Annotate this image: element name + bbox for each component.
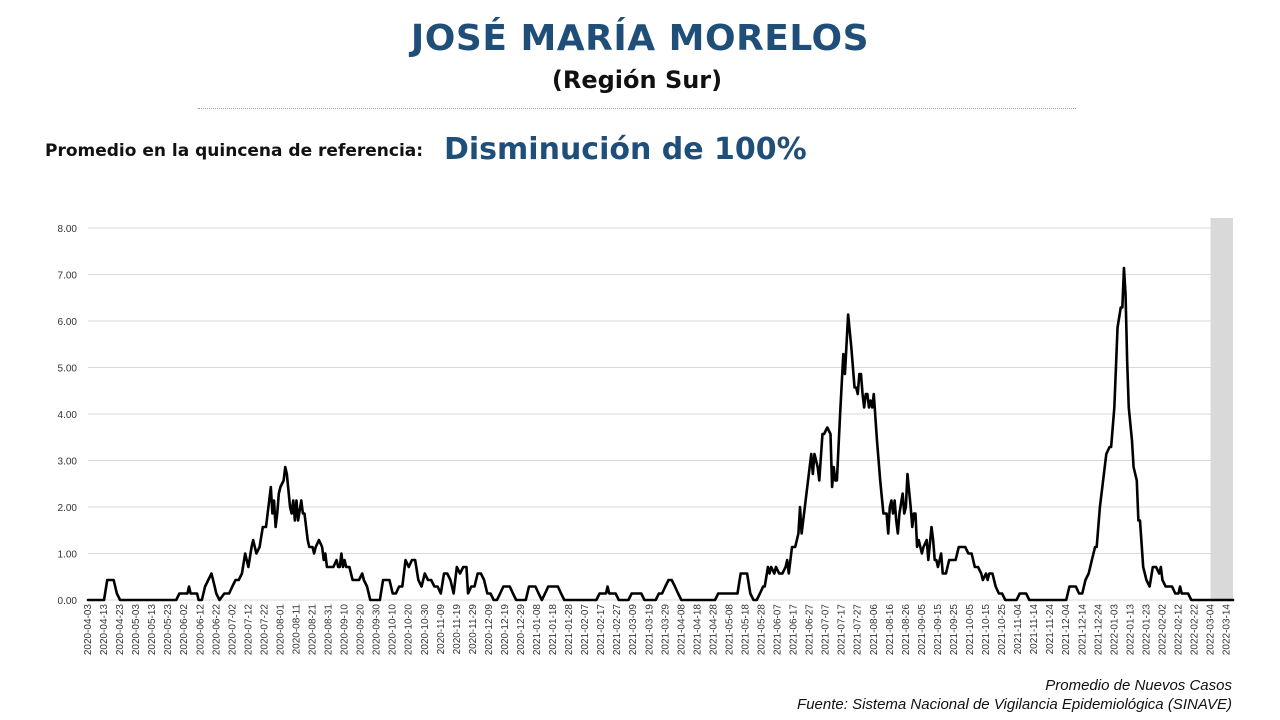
x-tick-label: 2021-03-09 [628, 604, 639, 656]
x-tick-label: 2021-02-27 [612, 604, 623, 656]
x-tick-label: 2021-04-28 [708, 604, 719, 656]
x-tick-label: 2020-11-09 [436, 604, 447, 655]
x-tick-label: 2020-09-20 [356, 604, 367, 656]
x-tick-label: 2020-07-02 [227, 604, 238, 656]
x-tick-label: 2020-07-12 [243, 604, 254, 656]
x-tick-label: 2020-10-10 [388, 604, 399, 656]
title-divider [198, 108, 1076, 109]
series-caption: Promedio de Nuevos Casos [1045, 677, 1232, 694]
x-tick-label: 2020-08-21 [308, 604, 319, 656]
x-tick-label: 2020-09-10 [340, 604, 351, 656]
x-tick-label: 2020-05-23 [163, 604, 174, 656]
x-tick-label: 2021-01-28 [564, 604, 575, 656]
x-tick-label: 2021-10-05 [965, 604, 976, 656]
x-tick-label: 2021-05-18 [740, 604, 751, 656]
x-tick-label: 2022-03-14 [1222, 604, 1233, 656]
x-tick-label: 2021-01-08 [532, 604, 543, 656]
x-tick-label: 2020-04-23 [115, 604, 126, 656]
page-title: JOSÉ MARÍA MORELOS [410, 18, 870, 59]
x-tick-label: 2020-06-02 [179, 604, 190, 656]
x-tick-label: 2021-09-15 [933, 604, 944, 656]
highlight-band-layer [1210, 218, 1233, 600]
x-tick-label: 2021-07-17 [837, 604, 848, 656]
x-tick-label: 2021-03-29 [660, 604, 671, 656]
x-tick-label: 2020-08-31 [324, 604, 335, 656]
reference-value: Disminución de 100% [444, 132, 807, 167]
x-tick-label: 2021-05-28 [757, 604, 768, 656]
x-tick-label: 2021-01-18 [548, 604, 559, 656]
x-tick-label: 2022-03-04 [1206, 604, 1217, 656]
x-tick-label: 2020-12-09 [484, 604, 495, 656]
x-tick-label: 2022-01-13 [1125, 604, 1136, 656]
x-tick-label: 2021-12-24 [1093, 604, 1104, 656]
x-tick-label: 2021-02-07 [580, 604, 591, 656]
y-tick-label: 0.00 [58, 596, 78, 607]
x-tick-label: 2020-06-12 [195, 604, 206, 656]
x-tick-label: 2020-11-29 [468, 604, 479, 655]
x-tick-label: 2021-06-07 [773, 604, 784, 656]
x-tick-label: 2021-12-14 [1077, 604, 1088, 656]
y-tick-label: 6.00 [58, 317, 78, 328]
x-tick-label: 2021-08-26 [901, 604, 912, 656]
y-tick-label: 2.00 [58, 503, 78, 514]
x-tick-label: 2020-12-29 [516, 604, 527, 656]
source-caption: Fuente: Sistema Nacional de Vigilancia E… [797, 696, 1232, 713]
x-tick-label: 2020-04-03 [83, 604, 94, 656]
x-tick-label: 2021-08-16 [885, 604, 896, 656]
x-tick-label: 2021-07-27 [853, 604, 864, 656]
x-tick-label: 2021-03-19 [644, 604, 655, 656]
x-tick-label: 2020-09-30 [372, 604, 383, 656]
x-tick-label: 2021-11-14 [1029, 604, 1040, 655]
x-tick-label: 2022-01-03 [1109, 604, 1120, 656]
page-subtitle: (Región Sur) [551, 66, 723, 94]
x-tick-label: 2020-07-22 [259, 604, 270, 656]
x-tick-label: 2021-06-27 [805, 604, 816, 656]
x-axis-labels: 2020-04-03 2020-04-13 2020-04-23 2020-05-03… [83, 604, 1233, 656]
y-tick-label: 7.00 [58, 271, 78, 282]
x-tick-label: 2021-09-05 [917, 604, 928, 656]
y-tick-label: 5.00 [58, 364, 78, 375]
x-tick-label: 2021-11-24 [1045, 604, 1056, 655]
x-tick-label: 2021-10-15 [981, 604, 992, 656]
x-tick-label: 2021-09-25 [949, 604, 960, 656]
x-tick-label: 2022-02-22 [1190, 604, 1201, 656]
x-tick-label: 2021-07-07 [821, 604, 832, 656]
x-tick-label: 2022-02-12 [1173, 604, 1184, 656]
y-tick-label: 8.00 [58, 224, 78, 235]
x-tick-label: 2020-08-11 [291, 604, 302, 655]
x-tick-label: 2021-04-08 [676, 604, 687, 656]
x-tick-label: 2021-11-04 [1013, 604, 1024, 655]
x-tick-label: 2020-05-03 [131, 604, 142, 656]
x-tick-label: 2022-01-23 [1141, 604, 1152, 656]
series-layer [86, 266, 1235, 602]
x-tick-label: 2021-06-17 [789, 604, 800, 656]
x-tick-label: 2020-10-30 [420, 604, 431, 656]
x-tick-label: 2021-04-18 [692, 604, 703, 656]
x-tick-label: 2021-02-17 [596, 604, 607, 656]
x-tick-label: 2020-12-19 [500, 604, 511, 656]
y-tick-label: 4.00 [58, 410, 78, 421]
y-tick-label: 3.00 [58, 457, 78, 468]
y-axis-labels: 0.00 1.00 2.00 3.00 4.00 5.00 6.00 7.00 8.00 [58, 224, 78, 607]
x-tick-label: 2021-08-06 [869, 604, 880, 656]
x-tick-label: 2020-08-01 [275, 604, 286, 656]
series-line [86, 266, 1235, 602]
cases-line-chart: 0.00 1.00 2.00 3.00 4.00 5.00 6.00 7.00 8.00 202… [58, 218, 1235, 656]
x-tick-label: 2021-12-04 [1061, 604, 1072, 656]
x-tick-label: 2021-10-25 [997, 604, 1008, 656]
y-tick-label: 1.00 [58, 550, 78, 561]
x-tick-label: 2020-04-13 [99, 604, 110, 656]
x-tick-label: 2020-06-22 [211, 604, 222, 656]
reference-label: Promedio en la quincena de referencia: [45, 141, 424, 161]
x-tick-label: 2020-10-20 [404, 604, 415, 656]
x-tick-label: 2021-05-08 [724, 604, 735, 656]
x-tick-label: 2022-02-02 [1157, 604, 1168, 656]
highlight-band [1210, 218, 1233, 600]
x-tick-label: 2020-11-19 [452, 604, 463, 655]
x-tick-label: 2020-05-13 [147, 604, 158, 656]
